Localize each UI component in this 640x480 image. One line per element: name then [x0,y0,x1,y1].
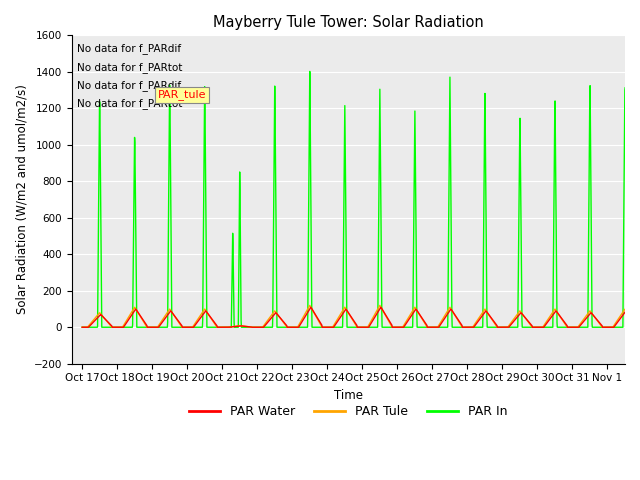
Text: No data for f_PARdif: No data for f_PARdif [77,44,181,54]
X-axis label: Time: Time [334,389,363,402]
Text: No data for f_PARdif: No data for f_PARdif [77,80,181,91]
Y-axis label: Solar Radiation (W/m2 and umol/m2/s): Solar Radiation (W/m2 and umol/m2/s) [15,84,28,314]
Text: No data for f_PARtot: No data for f_PARtot [77,98,182,108]
Title: Mayberry Tule Tower: Solar Radiation: Mayberry Tule Tower: Solar Radiation [213,15,484,30]
Text: No data for f_PARtot: No data for f_PARtot [77,61,182,72]
Legend: PAR Water, PAR Tule, PAR In: PAR Water, PAR Tule, PAR In [184,400,513,423]
Text: PAR_tule: PAR_tule [157,89,206,100]
